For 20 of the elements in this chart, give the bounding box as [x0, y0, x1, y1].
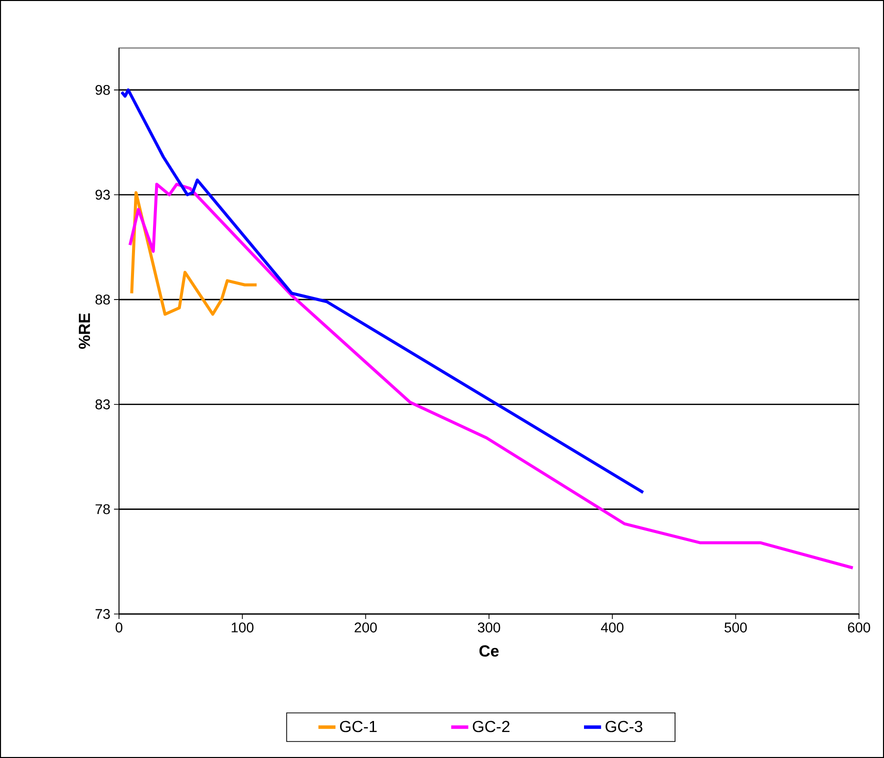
y-tick-label: 88	[96, 294, 110, 305]
x-tick-label: 500	[724, 622, 747, 632]
y-tick-label: 98	[96, 84, 110, 95]
x-tick-label: 0	[116, 622, 122, 632]
legend-label: GC-2	[472, 720, 510, 732]
x-tick-label: 600	[848, 622, 870, 632]
y-tick-label: 73	[96, 609, 110, 619]
x-tick-label: 200	[354, 622, 377, 632]
legend-label: GC-1	[340, 720, 377, 732]
x-tick-label: 100	[232, 622, 254, 632]
line-series	[120, 88, 645, 494]
y-axis-title: %RE	[78, 313, 90, 349]
y-tick-label: 83	[96, 399, 110, 410]
y-tick-label: 78	[96, 504, 110, 514]
x-axis-title: Ce	[479, 645, 499, 657]
line-series	[128, 182, 854, 570]
x-tick-label: 300	[478, 622, 500, 632]
x-tick-label: 400	[600, 622, 624, 632]
legend-label: GC-3	[606, 720, 642, 732]
y-tick-label: 93	[96, 190, 110, 200]
